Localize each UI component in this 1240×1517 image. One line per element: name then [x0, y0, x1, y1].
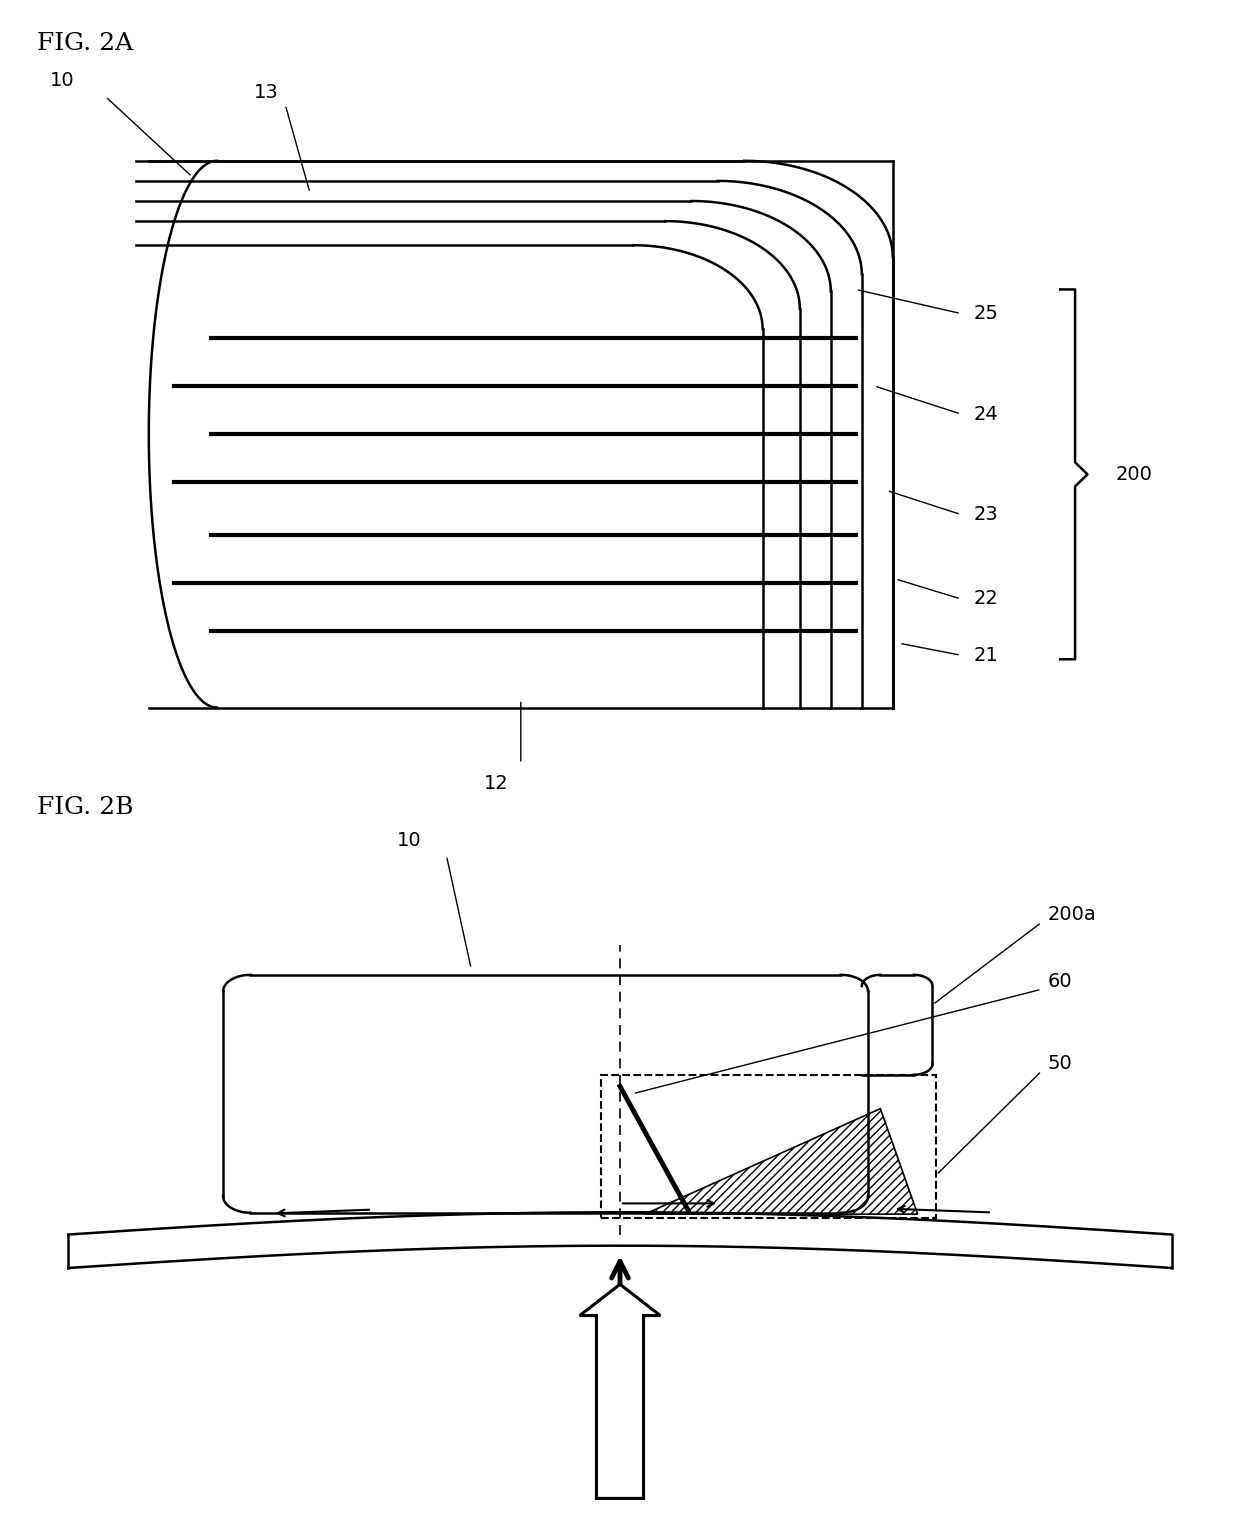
Text: 10: 10 [50, 71, 74, 90]
Text: FIG. 2B: FIG. 2B [37, 796, 134, 819]
Bar [601, 1076, 936, 1218]
Text: 25: 25 [973, 303, 998, 323]
Text: 23: 23 [973, 505, 998, 523]
Text: 12: 12 [484, 774, 508, 793]
Text: 10: 10 [397, 831, 422, 850]
FancyArrow shape [579, 1285, 661, 1499]
Text: 22: 22 [973, 590, 998, 608]
Text: 21: 21 [973, 646, 998, 664]
Text: 50: 50 [1048, 1054, 1073, 1073]
Text: FIG. 2A: FIG. 2A [37, 32, 134, 55]
Text: 24: 24 [973, 405, 998, 423]
Text: 200a: 200a [1048, 906, 1096, 924]
Text: 60: 60 [1048, 972, 1073, 991]
Text: 200: 200 [1116, 464, 1153, 484]
Text: 13: 13 [254, 83, 279, 102]
